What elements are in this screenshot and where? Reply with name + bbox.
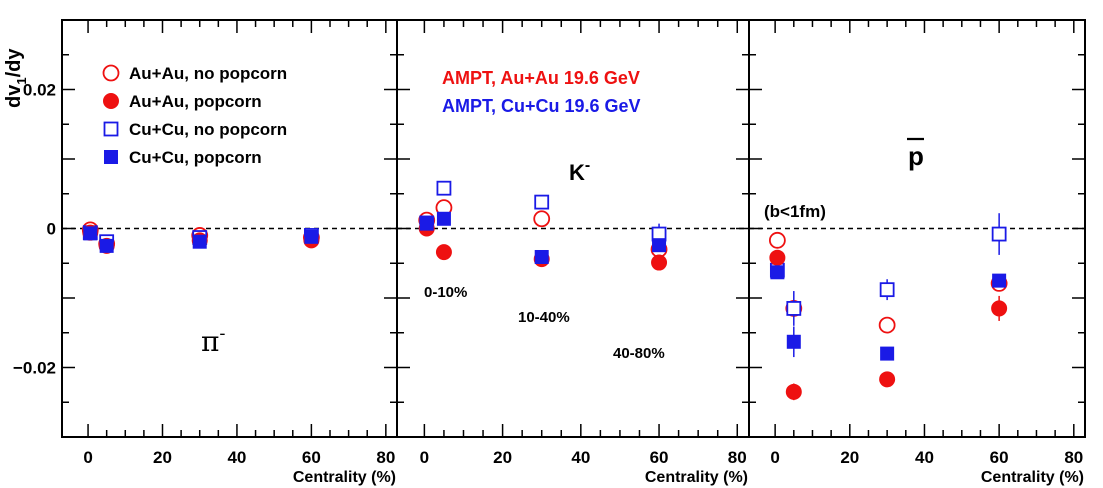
data-point [652, 238, 667, 253]
data-point [879, 371, 896, 388]
data-point [534, 249, 549, 264]
x-tick-label: 60 [650, 448, 669, 467]
data-point [880, 346, 895, 361]
particle-label: π- [201, 323, 226, 358]
data-point [533, 210, 551, 228]
x-tick-label: 0 [420, 448, 429, 467]
legend-label: Cu+Cu, no popcorn [129, 120, 287, 139]
legend-marker [102, 64, 120, 82]
particle-label: p [908, 141, 924, 171]
x-tick-label: 20 [840, 448, 859, 467]
data-point [769, 249, 786, 266]
data-point [436, 180, 452, 196]
data-point [991, 226, 1007, 242]
legend-marker [104, 150, 118, 164]
data-point [99, 238, 114, 253]
legend-label: Cu+Cu, popcorn [129, 148, 262, 167]
x-tick-label: 60 [302, 448, 321, 467]
model-label: AMPT, Au+Au 19.6 GeV [442, 68, 640, 88]
impact-parameter-label: (b<1fm) [764, 202, 826, 221]
chart-labels: 0 20 40 60 80 Centrality (%) 0 20 40 60 80 Centrali… [3, 48, 1084, 486]
legend-marker [103, 93, 119, 109]
centrality-label: 0-10% [424, 284, 467, 301]
x-tick-label: 40 [915, 448, 934, 467]
x-tick-label: 0 [770, 448, 779, 467]
y-axis-label: dv1/dy [3, 48, 29, 108]
data-point [786, 334, 801, 349]
x-tick-label: 60 [990, 448, 1009, 467]
data-point [770, 265, 785, 280]
particle-label: K- [569, 157, 590, 185]
data-point [192, 234, 207, 249]
x-tick-label: 20 [493, 448, 512, 467]
data-point [786, 301, 802, 316]
x-tick-label: 40 [227, 448, 246, 467]
legend-label: Au+Au, popcorn [129, 92, 262, 111]
data-point [768, 231, 786, 249]
x-tick-label: 80 [1064, 448, 1083, 467]
x-tick-label: 80 [376, 448, 395, 467]
x-tick-label: 0 [83, 448, 92, 467]
x-tick-label: 20 [153, 448, 172, 467]
x-axis-label: Centrality (%) [981, 469, 1084, 486]
y-tick-label: 0.02 [23, 81, 56, 100]
centrality-label: 40-80% [613, 345, 665, 362]
data-point [879, 282, 895, 298]
model-label: AMPT, Cu+Cu 19.6 GeV [442, 96, 641, 116]
x-axis-label: Centrality (%) [645, 469, 748, 486]
data-point [534, 194, 550, 210]
panel-frames [61, 19, 1086, 438]
data-point [304, 229, 319, 244]
data-point [651, 254, 668, 271]
data-marks [81, 180, 1008, 401]
data-point [992, 273, 1007, 288]
x-tick-label: 80 [728, 448, 747, 467]
panel-frame [748, 19, 1086, 438]
legend-marker [103, 121, 119, 137]
x-axis-label: Centrality (%) [293, 469, 396, 486]
y-tick-label: 0 [47, 220, 56, 239]
y-tick-label: −0.02 [13, 359, 56, 378]
data-point [785, 383, 802, 400]
legend-label: Au+Au, no popcorn [129, 64, 287, 83]
data-point [83, 226, 98, 241]
data-point [991, 300, 1008, 317]
data-point [419, 216, 434, 231]
data-point [436, 211, 451, 226]
centrality-label: 10-40% [518, 309, 570, 326]
data-point [878, 316, 896, 334]
data-point [435, 244, 452, 261]
x-tick-label: 40 [571, 448, 590, 467]
